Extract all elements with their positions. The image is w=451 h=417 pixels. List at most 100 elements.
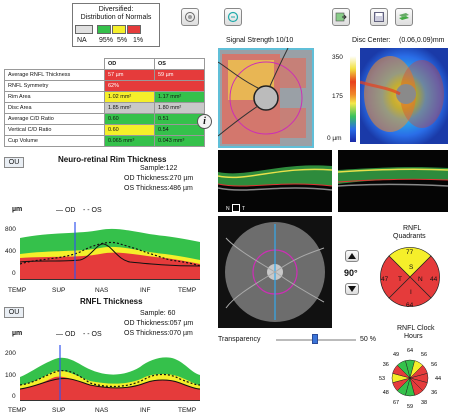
avg-rnfl-od: 57 µm — [104, 69, 155, 81]
rnfl-od-thickness: OD Thickness:057 µm — [124, 320, 194, 327]
rim-od-thickness: OD Thickness:270 µm — [124, 175, 194, 182]
rim-ytick: 0 — [12, 270, 16, 277]
rnfl-title: RNFL Thickness — [80, 297, 143, 306]
rnfl-od-line — [20, 378, 200, 390]
scale-mid: 175 — [332, 93, 343, 100]
quadrant-label-n: N — [418, 276, 423, 283]
quadrants-title-2: Quadrants — [393, 233, 426, 240]
legend-label-95: 95% — [99, 37, 114, 44]
rim-unit: µm — [12, 206, 23, 213]
rotation-value: 90° — [344, 268, 358, 278]
quadrant-superior — [388, 247, 432, 278]
normals-legend: Diversified: Distribution of Normals NA … — [72, 3, 160, 47]
quadrant-temporal — [380, 255, 411, 299]
scan-n-label: N — [226, 206, 230, 212]
clock-value: 36 — [431, 390, 437, 396]
table-row: Disc Area 1.85 mm² 1.80 mm² — [4, 102, 205, 114]
rim-area-od: 1.02 mm² — [104, 91, 155, 103]
save-icon[interactable] — [370, 8, 388, 26]
scale-min: 0 µm — [327, 135, 342, 142]
oct-bscan-right — [338, 150, 448, 212]
quadrants-title-1: RNFL — [403, 225, 422, 232]
rim-xtick: SUP — [52, 287, 66, 294]
clock-segment — [396, 360, 411, 379]
vert-cd-od: 0.60 — [104, 124, 155, 136]
thickness-map-image — [218, 48, 314, 148]
disc-area-os: 1.80 mm² — [154, 102, 205, 114]
clock-value: 64 — [407, 348, 413, 354]
rim-ytick: 400 — [5, 248, 16, 255]
quadrant-value-left: 47 — [381, 276, 389, 283]
clock-value: 67 — [393, 400, 399, 406]
quadrant-nasal — [409, 255, 440, 299]
rnfl-symmetry: 62% — [104, 80, 205, 92]
rim-ou-button[interactable]: OU — [4, 157, 24, 168]
info-icon[interactable]: i — [197, 114, 212, 129]
disc-area-od: 1.85 mm² — [104, 102, 155, 114]
header-os: OS — [154, 58, 205, 70]
legend-swatch-na — [75, 25, 93, 34]
clock-value: 59 — [407, 404, 413, 410]
rnfl-xtick: TEMP — [8, 407, 27, 414]
fundus-photo — [218, 216, 332, 328]
rim-ytick: 800 — [5, 226, 16, 233]
quadrant-inferior — [388, 276, 432, 307]
rnfl-xtick: NAS — [95, 407, 109, 414]
table-row: Average C/D Ratio 0.60 0.51 — [4, 113, 205, 125]
thickness-colorbar — [350, 56, 356, 142]
scan-t-label: T — [242, 206, 246, 212]
rim-xtick: TEMP — [178, 287, 197, 294]
quadrant-label-t: T — [398, 276, 402, 283]
quadrant-label-s: S — [409, 264, 414, 271]
disc-center-label: Disc Center: — [352, 37, 391, 44]
rnfl-xtick: TEMP — [178, 407, 197, 414]
rotate-down-button[interactable] — [345, 283, 359, 295]
cup-vol-os: 0.043 mm³ — [154, 135, 205, 147]
clock-value: 36 — [383, 362, 389, 368]
clock-value: 56 — [431, 362, 437, 368]
rim-od-line — [20, 243, 200, 267]
cup-vol-od: 0.065 mm³ — [104, 135, 155, 147]
table-row: RNFL Symmetry 62% — [4, 80, 205, 92]
clock-value: 48 — [383, 390, 389, 396]
rim-xtick: TEMP — [8, 287, 27, 294]
transparency-label: Transparency — [218, 336, 261, 343]
rim-os-thickness: OS Thickness:486 µm — [124, 185, 193, 192]
legend-swatch-5 — [112, 25, 126, 34]
clock-value: 53 — [379, 376, 385, 382]
quadrant-value-right: 44 — [430, 276, 438, 283]
rnfl-ou-button[interactable]: OU — [4, 307, 24, 318]
clock-value: 49 — [393, 352, 399, 358]
quadrant-value-top: 77 — [406, 249, 414, 256]
rnfl-thickness-chart — [20, 345, 200, 401]
rnfl-quadrants-chart — [380, 247, 440, 307]
layers-icon[interactable] — [395, 8, 413, 26]
rnfl-ytick: 100 — [5, 372, 16, 379]
rotate-up-button[interactable] — [345, 250, 359, 262]
clock-value: 38 — [421, 400, 427, 406]
rnfl-xtick: SUP — [52, 407, 66, 414]
rim-legend-os: - - OS — [83, 207, 102, 214]
clock-value: 44 — [435, 376, 441, 382]
legend-label-5: 5% — [117, 37, 128, 44]
export-icon[interactable] — [332, 8, 350, 26]
transparency-thumb[interactable] — [312, 334, 318, 344]
transparency-value: 50 % — [360, 336, 376, 343]
scale-max: 350 — [332, 54, 343, 61]
scan-orientation-box — [232, 204, 240, 212]
print-icon[interactable] — [181, 8, 199, 26]
rim-xtick: INF — [140, 287, 151, 294]
compare-icon[interactable] — [224, 8, 242, 26]
measurements-table: OD OS Average RNFL Thickness 57 µm 59 µm… — [4, 58, 205, 147]
rnfl-sample: Sample: 60 — [140, 310, 176, 317]
rim-xtick: NAS — [95, 287, 109, 294]
thickness-heatmap — [360, 48, 448, 144]
signal-strength: Signal Strength 10/10 — [226, 37, 294, 44]
legend-title: Diversified: Distribution of Normals — [80, 6, 152, 21]
clock-value: 56 — [421, 352, 427, 358]
clock-title-1: RNFL Clock — [397, 325, 435, 332]
rim-red-band — [20, 252, 200, 280]
vert-cd-os: 0.54 — [154, 124, 205, 136]
rim-thickness-chart — [20, 222, 200, 280]
legend-swatch-1 — [127, 25, 141, 34]
